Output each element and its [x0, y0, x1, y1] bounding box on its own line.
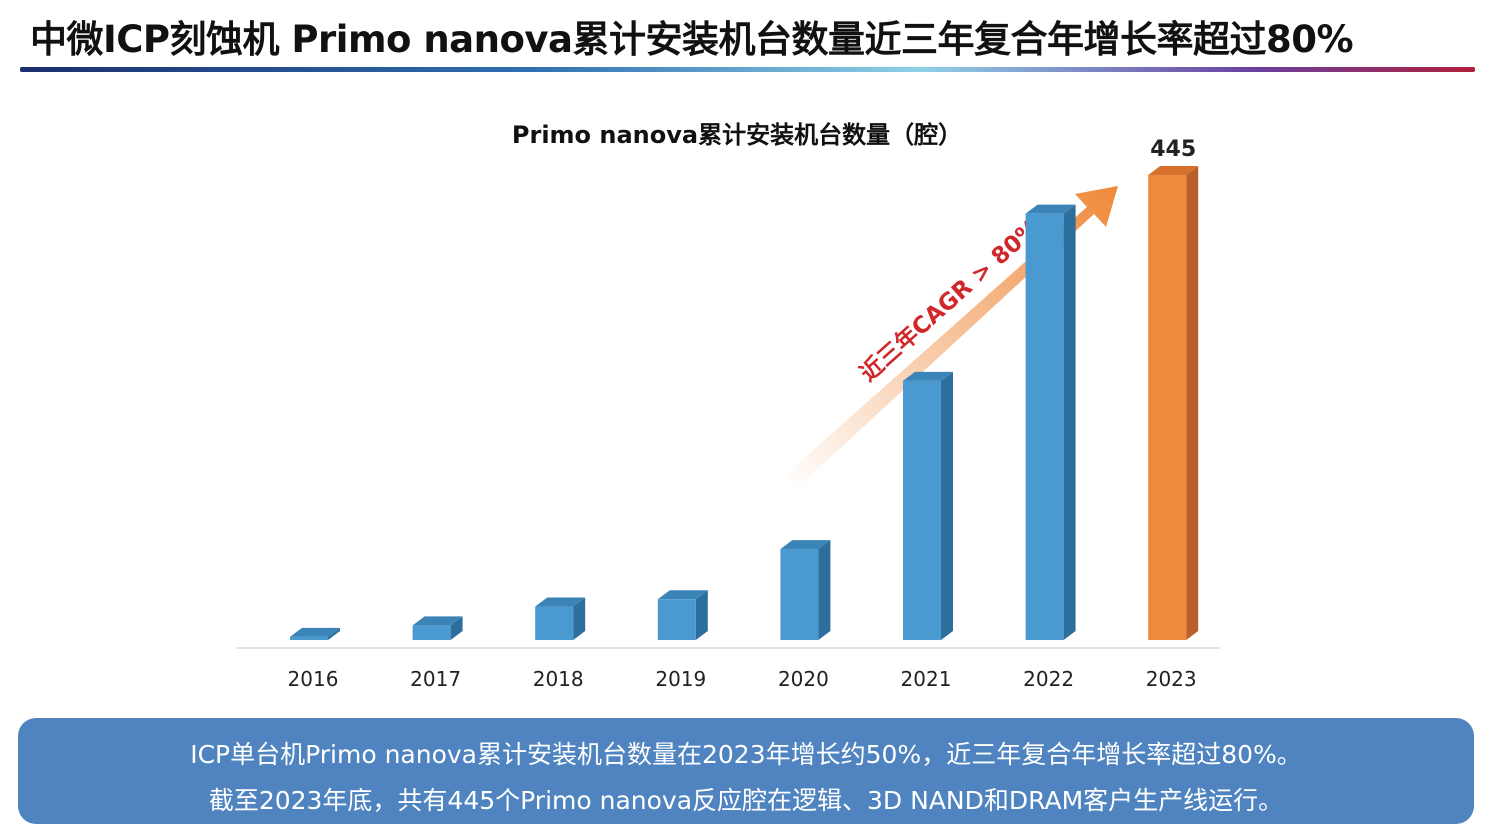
bar-2017: [412, 616, 463, 640]
bar-top-2017: [412, 616, 463, 626]
bar-front-2018: [535, 606, 574, 640]
summary-line-1: ICP单台机Primo nanova累计安装机台数量在2023年增长约50%，近…: [190, 740, 1302, 769]
x-axis-tick-labels: 2016 2017 2018 2019 2020 2021 2022 2023: [288, 667, 1197, 691]
bar-front-2017: [412, 625, 451, 640]
bar-top-2022: [1025, 204, 1076, 214]
cagr-annotation: 近三年CAGR > 80%: [855, 214, 1045, 387]
data-labels-group: 445: [1150, 137, 1196, 162]
x-tick-2023: 2023: [1146, 667, 1197, 691]
bar-2019: [657, 590, 708, 640]
x-tick-2016: 2016: [288, 667, 339, 691]
x-tick-2019: 2019: [655, 667, 706, 691]
title-divider: [20, 67, 1475, 72]
bar-side-2020: [818, 540, 831, 640]
summary-line-2: 截至2023年底，共有445个Primo nanova反应腔在逻辑、3D NAN…: [208, 786, 1284, 815]
bar-2016: [290, 627, 340, 640]
bar-top-2023: [1148, 166, 1199, 175]
bar-2021: [903, 371, 953, 640]
x-tick-2020: 2020: [778, 667, 829, 691]
x-tick-2018: 2018: [533, 667, 584, 691]
x-tick-2021: 2021: [901, 667, 952, 691]
bar-top-2018: [535, 597, 586, 607]
bar-2020: [780, 540, 831, 640]
bar-top-2021: [903, 371, 953, 381]
bar-2023: [1148, 166, 1199, 640]
x-tick-2022: 2022: [1023, 667, 1074, 691]
bar-2018: [535, 597, 586, 640]
bar-front-2019: [657, 599, 696, 640]
bar-side-2016: [328, 627, 340, 640]
chart-title: Primo nanova累计安装机台数量（腔）: [512, 121, 962, 149]
bar-front-2023: [1148, 175, 1187, 640]
bar-top-2016: [290, 627, 340, 637]
data-label-2023: 445: [1150, 137, 1196, 162]
summary-box: ICP单台机Primo nanova累计安装机台数量在2023年增长约50%，近…: [18, 718, 1474, 824]
bar-front-2022: [1025, 213, 1064, 641]
bar-front-2020: [780, 549, 819, 640]
bar-side-2021: [941, 371, 953, 640]
bars-group: [290, 166, 1199, 641]
bar-top-2020: [780, 540, 831, 550]
bar-2022: [1025, 204, 1076, 641]
bar-side-2018: [573, 597, 586, 640]
bar-side-2022: [1063, 204, 1076, 641]
slide-title: 中微ICP刻蚀机 Primo nanova累计安装机台数量近三年复合年增长率超过…: [30, 18, 1354, 61]
bar-side-2023: [1186, 166, 1199, 640]
bar-front-2016: [290, 636, 328, 640]
bar-front-2021: [903, 380, 941, 640]
bar-top-2019: [657, 590, 708, 600]
x-tick-2017: 2017: [410, 667, 461, 691]
bar-side-2019: [695, 590, 708, 640]
bar-side-2017: [450, 616, 463, 640]
bar-chart: Primo nanova累计安装机台数量（腔） 近三年CAGR > 80% 20…: [237, 121, 1220, 691]
